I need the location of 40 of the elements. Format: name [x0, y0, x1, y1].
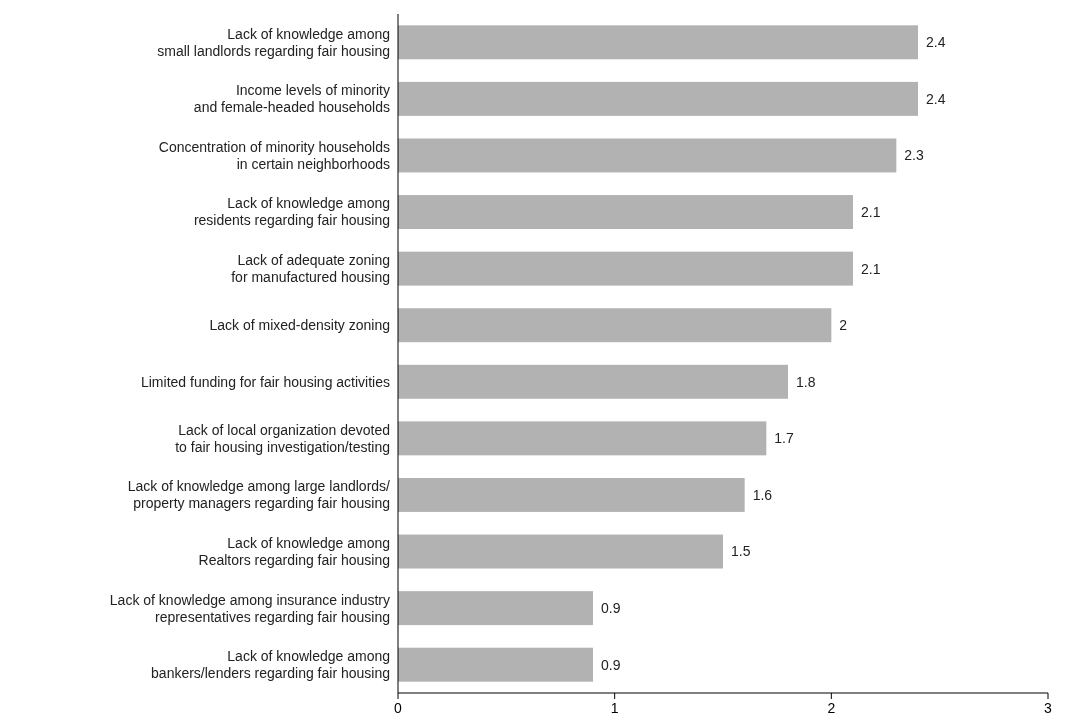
x-tick-label: 1	[610, 700, 619, 716]
bar	[398, 421, 767, 456]
data-label: 2.1	[861, 203, 881, 220]
data-label: 1.8	[796, 373, 816, 390]
data-label: 2	[839, 317, 848, 334]
y-tick-label: Limited funding for fair housing activities	[140, 373, 390, 390]
bar	[398, 25, 918, 60]
bar	[398, 81, 918, 116]
y-tick-label: Concentration of minority households in certain neighborhoods	[158, 138, 390, 172]
bar	[398, 195, 853, 230]
data-label: 0.9	[601, 656, 621, 673]
data-label: 2.3	[904, 147, 925, 164]
y-tick-label: Lack of local organization devoted to fair housing investigation/testing	[175, 421, 390, 455]
data-label: 2.4	[926, 34, 946, 51]
y-tick-label: Lack of mixed-density zoning	[209, 317, 390, 334]
bar	[398, 477, 745, 512]
y-tick-label: Lack of knowledge among Realtors regarding fair housing	[198, 534, 390, 568]
x-tick-label: 0	[394, 700, 403, 716]
y-tick-label: Lack of knowledge among small landlords regarding fair housing	[157, 25, 390, 59]
data-label: 1.7	[774, 430, 795, 447]
bar	[398, 534, 723, 569]
y-tick-label: Lack of knowledge among insurance industry representatives regarding fair housing	[109, 591, 390, 625]
y-tick-label: Lack of knowledge among bankers/lenders regarding fair housing	[151, 648, 390, 682]
data-label: 1.5	[731, 543, 751, 560]
bar	[398, 364, 788, 399]
data-label: 1.6	[752, 486, 773, 503]
y-tick-label: Lack of knowledge among residents regarding fair housing	[193, 195, 390, 229]
bar	[398, 647, 593, 682]
data-label: 2.1	[861, 260, 881, 277]
x-tick-label: 3	[1044, 700, 1053, 716]
bar	[398, 251, 853, 286]
data-label: 0.9	[601, 600, 621, 617]
y-tick-label: Lack of knowledge among large landlords/ property managers regarding fair housing	[127, 478, 391, 512]
bar	[398, 308, 832, 343]
y-tick-label: Income levels of minority and female-headed households	[193, 82, 390, 116]
bar	[398, 138, 897, 173]
y-tick-label: Lack of adequate zoning for manufactured housing	[231, 252, 390, 286]
x-tick-label: 2	[827, 700, 836, 716]
bar	[398, 591, 593, 626]
data-label: 2.4	[926, 90, 946, 107]
